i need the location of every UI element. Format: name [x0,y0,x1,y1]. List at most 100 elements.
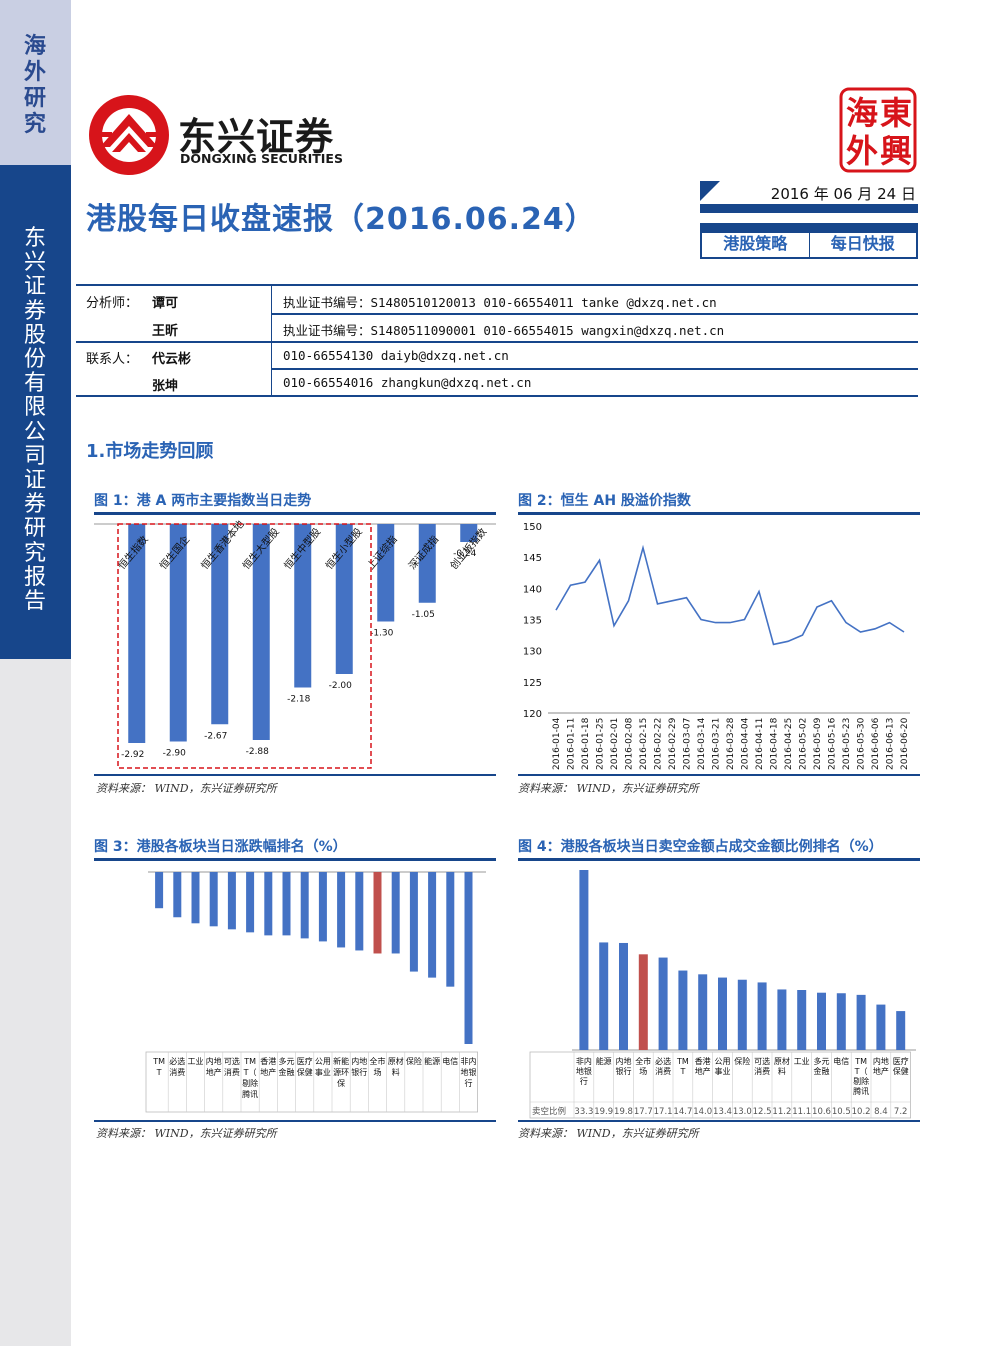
fig4-value-label: 7.2 [894,1107,908,1117]
contact-info: 010-66554016 zhangkun@dxzq.net.cn [283,375,532,390]
fig3-category-label: 新能源环保 [333,1056,349,1088]
fig1-bar [377,524,395,622]
fig4-category-label: 可选消费 [754,1056,770,1076]
fig4-value-label: 33.3 [574,1107,593,1117]
fig1-title: 图 1：港 A 两市主要指数当日走势 [94,493,312,509]
fig3-category-label: 工业 [188,1056,204,1066]
table-top-rule [76,284,918,286]
fig2-x-tick: 2016-06-20 [900,717,910,770]
fig4-value-label: 13.4 [713,1107,732,1117]
fig4-category-label: 香港地产 [695,1056,711,1076]
sidebar-company-label: 东兴证券股份有限公司证券研究报告 [23,226,46,615]
fig3-category-label: 可选消费 [224,1056,240,1077]
fig4-value-label: 12.5 [753,1107,772,1117]
fig3-source: 资料来源： WIND，东兴证券研究所 [96,1127,277,1140]
fig2-y-tick: 130 [523,647,542,658]
fig4-category-label: 医疗保健 [893,1056,909,1076]
analyst-info: 执业证书编号：S1480511090001 010-66554015 wangx… [283,323,725,338]
fig2-x-tick: 2016-01-25 [596,718,606,770]
fig1-top-rule [94,512,496,515]
contact-label: 联系人： [86,352,139,367]
fig3-category-label: 能源 [424,1056,440,1066]
fig1-source: 资料来源： WIND，东兴证券研究所 [96,782,277,795]
row-rule [76,341,918,343]
fig3-bar [464,872,473,1044]
fig4-category-label: 必选消费 [655,1056,671,1076]
contact-info: 010-66554130 daiyb@dxzq.net.cn [283,348,509,363]
fig1-value-label: -2.90 [163,749,187,759]
fig3-category-label: 公用事业 [315,1057,331,1077]
fig2-x-tick: 2016-02-22 [654,718,664,770]
fig4-category-label: 多元金融 [814,1056,830,1076]
fig2-y-tick: 140 [523,584,542,595]
seal-char-3: 外 [846,132,878,170]
fig1-bottom-rule [94,774,496,776]
date-bar [700,204,918,213]
fig2-chart: 150 145 140 135 130 125 120 2016-01-04 2016-01-1… [523,522,910,770]
fig4-bar [718,977,727,1050]
fig2-y-tick: 125 [523,678,542,689]
contact-row: 张坤 010-66554016 zhangkun@dxzq.net.cn [76,369,918,397]
contact-row: 联系人： 代云彬 010-66554130 daiyb@dxzq.net.cn [76,342,918,370]
fig3-title: 图 3：港股各板块当日涨跌幅排名（%） [94,839,347,855]
fig3-bar [227,872,236,930]
fig2-bottom-rule [518,774,920,776]
fig3-category-label: 非内地银行 [461,1056,477,1088]
dongxing-logo-icon [89,95,169,175]
fig3-bar [428,872,437,978]
fig4-value-label: 8.4 [874,1107,888,1117]
fig2-x-tick: 2016-04-25 [784,718,794,770]
fig4-bottom-rule [518,1120,920,1122]
fig1-value-label: -2.18 [287,695,311,705]
fig3-bar [337,872,346,948]
fig2-x-tick: 2016-06-13 [886,718,896,770]
fig4-category-label: 保险 [734,1056,750,1066]
fig1-bar [128,524,146,743]
fig2-y-tick: 135 [523,616,542,627]
fig2-x-tick: 2016-02-29 [668,717,678,770]
fig2-x-tick: 2016-05-23 [842,718,852,770]
fig3-category-label: TM T（剔除腾讯 [242,1057,258,1099]
fig3-category-label: 保险 [406,1056,422,1066]
fig4-category-label: 公用事业 [715,1057,731,1076]
fig1-value-label: -2.67 [204,731,227,741]
fig4-bar [698,974,708,1050]
fig3-category-label: TM T [152,1057,165,1077]
fig4-row-label: 卖空比例 [532,1106,566,1117]
fig2-y-tick: 120 [523,709,542,720]
fig4-bar [658,957,668,1050]
logo-english-name: DONGXING SECURITIES [180,151,343,166]
row-rule [271,368,918,370]
fig2-x-tick: 2016-03-28 [726,717,736,770]
fig1-bar [294,524,312,688]
fig1-bar [252,524,270,740]
fig4-value-label: 10.5 [832,1107,851,1117]
fig2-x-tick: 2016-02-15 [639,718,649,770]
fig4-category-label: 非内地银行 [576,1056,592,1086]
fig4-chart: 卖空比例 非内地银行 33.3 能源 19.9 内地银行 19.8 全市场 17.7 必选消费 17… [529,870,916,1119]
fig3-bar [373,872,382,954]
fig3-bar [282,872,291,936]
fig4-bar [836,993,846,1050]
fig1-value-label: -1.05 [412,610,435,620]
row-rule [271,313,918,315]
fig2-y-tick: 145 [523,553,542,564]
analyst-info: 执业证书编号：S1480510120013 010-66554011 tanke… [283,295,717,310]
fig3-bar [264,872,273,936]
fig3-category-label: 香港地产 [260,1056,276,1077]
fig2-x-tick: 2016-01-18 [581,717,591,770]
fig2-x-tick: 2016-05-02 [799,718,809,770]
fig2-source: 资料来源： WIND，东兴证券研究所 [518,782,699,795]
fig3-bar [191,872,200,924]
fig2-title: 图 2：恒生 AH 股溢价指数 [518,493,691,509]
fig1-value-label: -2.92 [121,750,144,760]
fig1-bar [211,524,229,725]
fig1-value-label: -0.24 [453,549,477,559]
fig2-x-tick: 2016-04-11 [755,718,765,770]
sidebar: 海外研究 东兴证券股份有限公司证券研究报告 [0,0,71,1346]
fig3-category-label: 必选消费 [169,1056,185,1077]
fig3-category-label: 内地地产 [206,1056,222,1077]
fig4-value-label: 17.1 [654,1107,673,1117]
fig4-category-label: 工业 [794,1056,810,1066]
